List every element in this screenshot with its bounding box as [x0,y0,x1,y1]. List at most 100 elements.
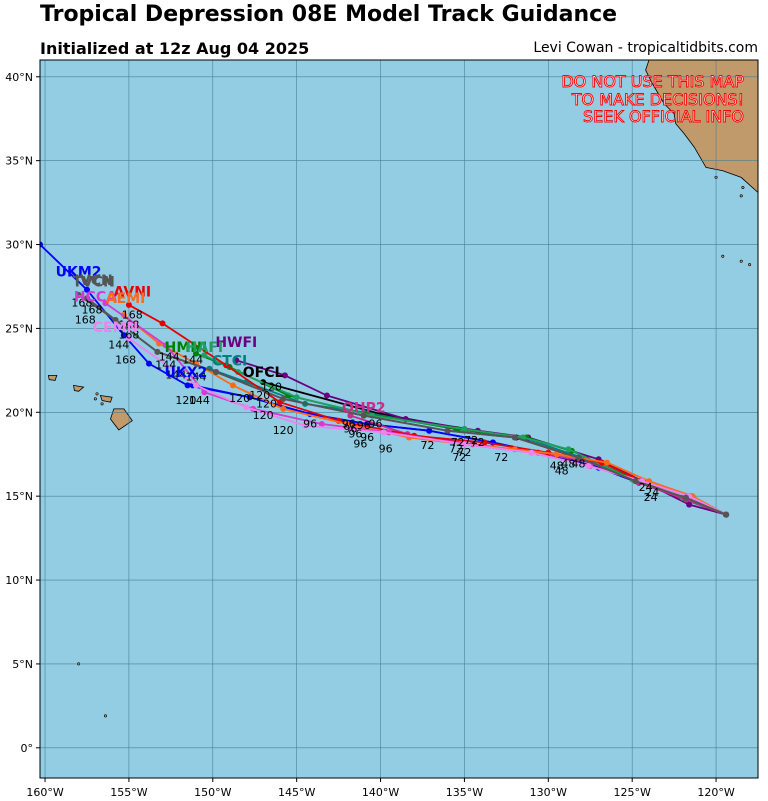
warning-line-1: DO NOT USE THIS MAP [561,72,744,91]
forecast-hour-label: 72 [452,451,466,464]
track-point [511,434,518,441]
lon-tick-label: 155°W [110,786,147,799]
track-point [75,291,82,298]
small-island [93,397,97,401]
forecast-hour-label: 72 [494,451,508,464]
forecast-hour-label: 168 [115,354,136,367]
track-ivcn [75,291,730,518]
track-point [585,463,592,469]
track-point [102,300,109,307]
track-point [723,511,730,518]
forecast-hour-label: 96 [360,431,374,444]
track-point [444,427,451,434]
lat-tick-label: 30°N [5,239,33,252]
track-point [302,422,309,429]
forecast-hour-label: 96 [379,443,393,456]
forecast-hour-label: 120 [253,409,274,422]
track-line-ivcn [78,294,727,516]
track-point [281,372,288,379]
model-tracks [40,241,730,518]
lon-tick-label: 125°W [613,786,650,799]
forecast-hour-label: 48 [550,459,564,472]
small-island [739,259,743,263]
model-label-cemn: CEMN [93,320,139,336]
forecast-hour-label: 120 [273,424,294,437]
lat-tick-label: 0° [21,742,34,755]
track-point [380,429,387,436]
forecast-hour-label: 96 [357,419,371,432]
forecast-hour-label: 168 [75,313,96,326]
track-point [280,395,287,402]
small-island [748,263,752,267]
land-oahu [73,384,85,392]
lat-tick-label: 40°N [5,71,33,84]
model-label-hwfi: HWFI [215,335,257,351]
track-point [184,382,191,389]
track-point [40,241,43,248]
warning-line-3: SEEK OFFICIAL INFO [583,107,744,126]
forecast-hour-label: 168 [118,329,139,342]
forecast-hour-label: 72 [464,434,478,447]
lon-tick-label: 135°W [446,786,483,799]
track-point [318,421,325,427]
forecast-hour-label: 96 [342,417,356,430]
track-point [213,369,220,375]
model-label-ohp2: OHP2 [342,400,386,416]
forecast-hour-label: 48 [561,458,575,471]
forecast-hour-label: 144 [165,369,186,382]
model-label-aemi: AEMI [106,291,146,307]
forecast-hour-label: 24 [639,481,653,494]
land-maui [99,395,113,403]
track-point [293,394,300,401]
track-point [125,301,132,308]
forecast-hour-label: 96 [303,417,317,430]
forecast-hour-label: 120 [256,397,277,410]
small-island [100,402,104,406]
track-point [162,342,169,349]
model-label-avni: AVNI [113,285,151,301]
forecast-hour-label: 168 [118,318,139,331]
track-point [201,389,208,396]
track-point [112,317,119,323]
model-label-ctci: CTCI [212,353,247,369]
forecast-hour-label: 144 [182,354,203,367]
map-title: Tropical Depression 08E Model Track Guid… [40,2,618,27]
land-kauai [47,374,58,381]
lat-tick-label: 15°N [5,490,33,503]
track-point [84,286,90,293]
model-label-ofcl: OFCL [243,365,284,381]
track-point [125,335,132,342]
track-point [528,449,535,456]
forecast-hour-label: 168 [71,297,92,310]
forecast-hour-label: 168 [82,303,103,316]
forecast-hour-label: 72 [457,446,471,459]
forecast-hour-label: 96 [343,422,357,435]
model-label-hafi: HAFI [186,340,223,356]
model-label-ukx2: UKX2 [165,365,208,381]
credit-text: Levi Cowan - tropicaltidbits.com [533,40,758,56]
lat-tick-label: 35°N [5,155,33,168]
init-time-subtitle: Initialized at 12z Aug 04 2025 [40,39,310,58]
track-point [565,446,572,453]
lon-tick-label: 120°W [697,786,734,799]
forecast-hour-label: 24 [645,486,659,499]
track-point [223,362,230,369]
track-point [344,421,350,427]
warning-line-2: TO MAKE DECISIONS! [571,90,744,109]
small-island [721,254,725,258]
small-island [741,185,745,189]
model-label-hcca: HCCA [74,290,117,306]
track-point [323,392,330,399]
lat-tick-label: 10°N [5,574,33,587]
forecast-hour-label: 144 [108,339,129,352]
track-point [686,501,693,508]
track-point [201,352,208,359]
track-point [243,404,250,411]
track-point [575,454,582,461]
forecast-hour-label: 96 [353,438,367,451]
track-point [461,441,468,448]
land-layer [47,60,758,718]
